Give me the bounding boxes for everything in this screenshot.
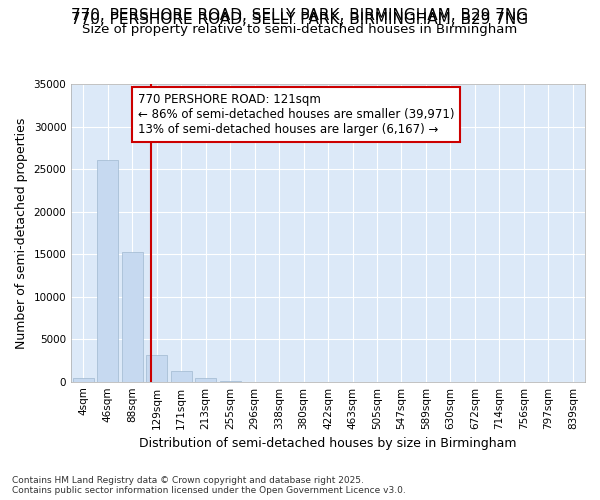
Bar — [97, 160, 118, 382]
Bar — [73, 378, 94, 382]
Bar — [196, 378, 216, 382]
Text: 770, PERSHORE ROAD, SELLY PARK, BIRMINGHAM, B29 7NG: 770, PERSHORE ROAD, SELLY PARK, BIRMINGH… — [71, 8, 529, 22]
Bar — [220, 381, 241, 382]
Text: 770, PERSHORE ROAD, SELLY PARK, BIRMINGHAM, B29 7NG: 770, PERSHORE ROAD, SELLY PARK, BIRMINGH… — [71, 12, 529, 28]
Text: Size of property relative to semi-detached houses in Birmingham: Size of property relative to semi-detach… — [82, 22, 518, 36]
Text: 770 PERSHORE ROAD: 121sqm
← 86% of semi-detached houses are smaller (39,971)
13%: 770 PERSHORE ROAD: 121sqm ← 86% of semi-… — [138, 93, 454, 136]
Y-axis label: Number of semi-detached properties: Number of semi-detached properties — [15, 117, 28, 348]
Text: Contains HM Land Registry data © Crown copyright and database right 2025.
Contai: Contains HM Land Registry data © Crown c… — [12, 476, 406, 495]
Bar — [171, 372, 191, 382]
Bar — [146, 356, 167, 382]
Bar — [122, 252, 143, 382]
X-axis label: Distribution of semi-detached houses by size in Birmingham: Distribution of semi-detached houses by … — [139, 437, 517, 450]
